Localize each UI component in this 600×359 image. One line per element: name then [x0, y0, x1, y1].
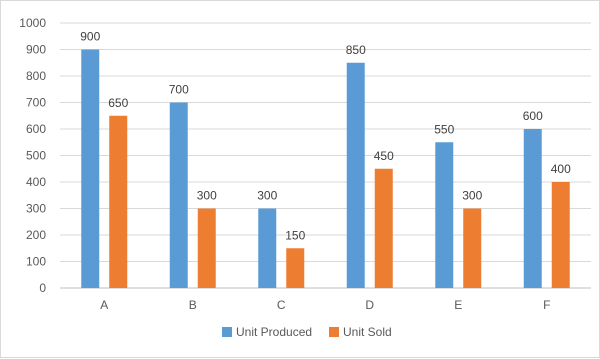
data-label: 850 [346, 43, 366, 57]
bar-unit-sold [374, 168, 393, 288]
bar-unit-produced [81, 49, 100, 288]
data-label: 600 [523, 109, 543, 123]
x-tick-label: A [100, 298, 108, 312]
data-label: 300 [462, 189, 482, 203]
bar-unit-produced [435, 142, 454, 288]
bar-unit-sold [286, 248, 305, 288]
bar-unit-sold [197, 208, 216, 288]
x-tick-label: D [365, 298, 374, 312]
legend-label: Unit Produced [236, 325, 312, 339]
y-tick-label: 200 [26, 228, 46, 242]
data-label: 700 [169, 83, 189, 97]
data-label: 150 [285, 228, 305, 242]
x-tick-label: B [189, 298, 197, 312]
data-label: 900 [80, 30, 100, 44]
y-tick-label: 900 [26, 43, 46, 57]
x-tick-label: E [454, 298, 462, 312]
bar-unit-produced [346, 62, 365, 288]
data-label: 550 [434, 122, 454, 136]
y-tick-label: 700 [26, 96, 46, 110]
bar-unit-sold [109, 115, 128, 288]
bar-unit-produced [258, 208, 277, 288]
x-tick-label: C [277, 298, 286, 312]
y-tick-label: 300 [26, 202, 46, 216]
bar-unit-sold [551, 182, 570, 288]
legend-label: Unit Sold [343, 325, 392, 339]
y-tick-label: 600 [26, 122, 46, 136]
x-tick-label: F [543, 298, 550, 312]
legend-swatch [222, 327, 232, 337]
bar-unit-produced [169, 102, 188, 288]
data-label: 300 [257, 189, 277, 203]
y-tick-label: 0 [39, 281, 46, 295]
data-label: 450 [374, 149, 394, 163]
data-label: 650 [108, 96, 128, 110]
bar-unit-sold [463, 208, 482, 288]
y-tick-label: 100 [26, 255, 46, 269]
y-tick-label: 800 [26, 69, 46, 83]
data-label: 400 [551, 162, 571, 176]
legend-swatch [329, 327, 339, 337]
y-tick-label: 500 [26, 149, 46, 163]
bar-unit-produced [523, 129, 542, 288]
data-label: 300 [197, 189, 217, 203]
y-tick-label: 1000 [19, 16, 46, 30]
y-tick-label: 400 [26, 175, 46, 189]
